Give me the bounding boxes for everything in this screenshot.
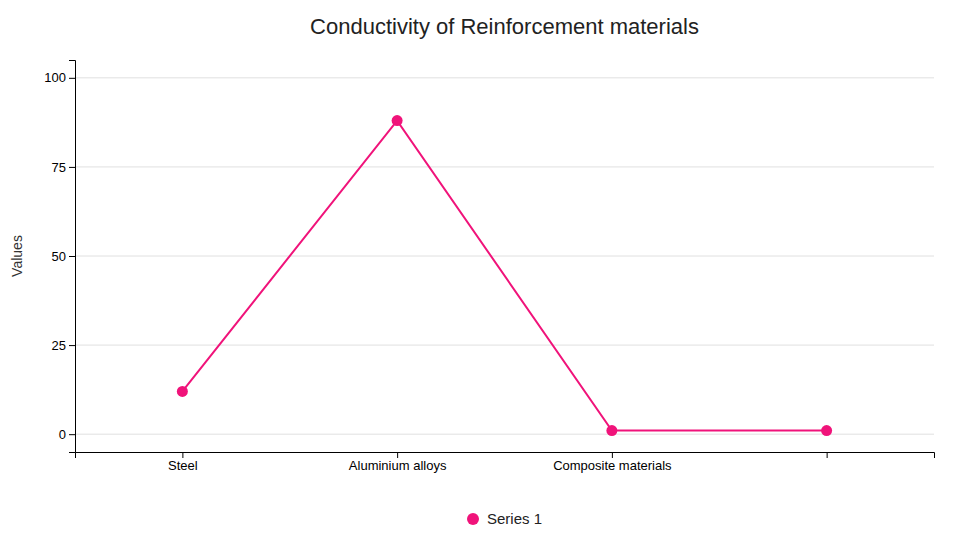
chart-svg: 0 25 50 75 100 Steel Aluminium alloys Composite… xyxy=(0,0,964,547)
point xyxy=(821,425,832,436)
x-tick xyxy=(827,452,828,458)
chart-container: 0 25 50 75 100 Steel Aluminium alloys Composite… xyxy=(0,0,964,547)
y-tick-mark xyxy=(69,434,75,435)
y-tick: 50 xyxy=(52,249,75,264)
legend: Series 1 xyxy=(467,510,542,527)
x-tick-mark xyxy=(612,452,613,458)
x-tick-label: Aluminium alloys xyxy=(349,458,447,473)
y-tick-label: 75 xyxy=(52,160,66,175)
legend-label: Series 1 xyxy=(487,510,542,527)
series-line xyxy=(182,121,826,431)
grid-line xyxy=(75,345,934,346)
grid-line xyxy=(75,256,934,257)
x-tick: Composite materials xyxy=(553,452,672,473)
x-tick: Aluminium alloys xyxy=(349,452,447,473)
plot-area: 0 25 50 75 100 Steel Aluminium alloys Composite… xyxy=(44,61,934,474)
y-tick: 75 xyxy=(52,160,75,175)
grid-line xyxy=(75,166,934,167)
y-tick: 0 xyxy=(59,427,75,442)
x-axis: Steel Aluminium alloys Composite materials xyxy=(76,452,935,473)
grid-line xyxy=(75,434,934,435)
x-tick: Steel xyxy=(168,452,198,473)
y-axis-line xyxy=(69,61,76,453)
grid xyxy=(75,78,934,434)
y-tick-mark xyxy=(69,78,75,79)
y-tick-label: 50 xyxy=(52,249,66,264)
y-tick: 100 xyxy=(44,70,75,85)
y-tick-mark xyxy=(69,167,75,168)
y-tick-mark xyxy=(69,345,75,346)
chart-title: Conductivity of Reinforcement materials xyxy=(310,14,699,39)
y-tick-label: 0 xyxy=(59,427,66,442)
legend-symbol xyxy=(467,513,479,525)
x-tick-mark xyxy=(827,452,828,458)
y-tick-label: 100 xyxy=(44,70,66,85)
y-axis-title: Values xyxy=(9,235,25,277)
x-tick-mark xyxy=(397,452,398,458)
point xyxy=(392,115,403,126)
x-axis-line xyxy=(76,453,935,459)
y-axis: 0 25 50 75 100 xyxy=(44,61,75,453)
y-tick-label: 25 xyxy=(52,338,66,353)
x-tick-label: Steel xyxy=(168,458,198,473)
y-tick: 25 xyxy=(52,338,75,353)
point xyxy=(606,425,617,436)
marks xyxy=(177,115,832,436)
grid-line xyxy=(75,77,934,78)
x-tick-label: Composite materials xyxy=(553,458,672,473)
legend-item: Series 1 xyxy=(467,510,542,527)
point xyxy=(177,386,188,397)
x-tick-mark xyxy=(182,452,183,458)
y-tick-mark xyxy=(69,256,75,257)
